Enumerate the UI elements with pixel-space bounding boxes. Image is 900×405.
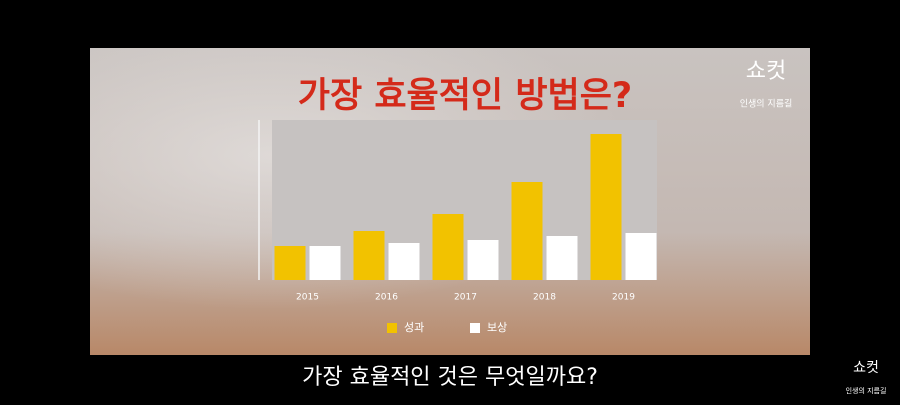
bar bbox=[511, 182, 543, 280]
bar bbox=[432, 214, 464, 280]
chart-title: 가장 효율적인 방법은? bbox=[298, 76, 632, 116]
legend-label: 성과 bbox=[404, 321, 424, 334]
bar bbox=[309, 246, 341, 280]
x-tick-label: 2018 bbox=[533, 293, 556, 303]
x-tick-label: 2016 bbox=[375, 293, 398, 303]
x-tick-label: 2015 bbox=[296, 293, 319, 303]
x-tick-label: 2019 bbox=[612, 293, 635, 303]
legend-label: 보상 bbox=[487, 321, 507, 334]
logo-sub: 인생의 지름길 bbox=[740, 99, 793, 110]
legend-swatch bbox=[387, 323, 397, 333]
bar bbox=[274, 246, 306, 280]
corner-logo-sub: 인생의 지름길 bbox=[846, 386, 887, 395]
corner-logo: 쇼컷 bbox=[853, 360, 879, 376]
bar bbox=[625, 233, 657, 280]
legend-swatch bbox=[470, 323, 480, 333]
bar bbox=[388, 243, 420, 280]
subtitle: 가장 효율적인 것은 무엇일까요? bbox=[302, 365, 598, 390]
logo: 쇼컷 bbox=[746, 59, 786, 84]
bar bbox=[353, 231, 385, 280]
bar bbox=[546, 236, 578, 280]
bar bbox=[467, 240, 499, 280]
bar bbox=[590, 134, 622, 280]
x-tick-label: 2017 bbox=[454, 293, 477, 303]
